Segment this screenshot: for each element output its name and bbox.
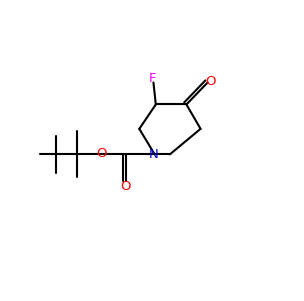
Text: O: O [120,180,130,193]
Text: O: O [205,75,216,88]
Text: O: O [96,147,107,160]
Text: N: N [149,148,158,161]
Text: F: F [149,73,156,85]
